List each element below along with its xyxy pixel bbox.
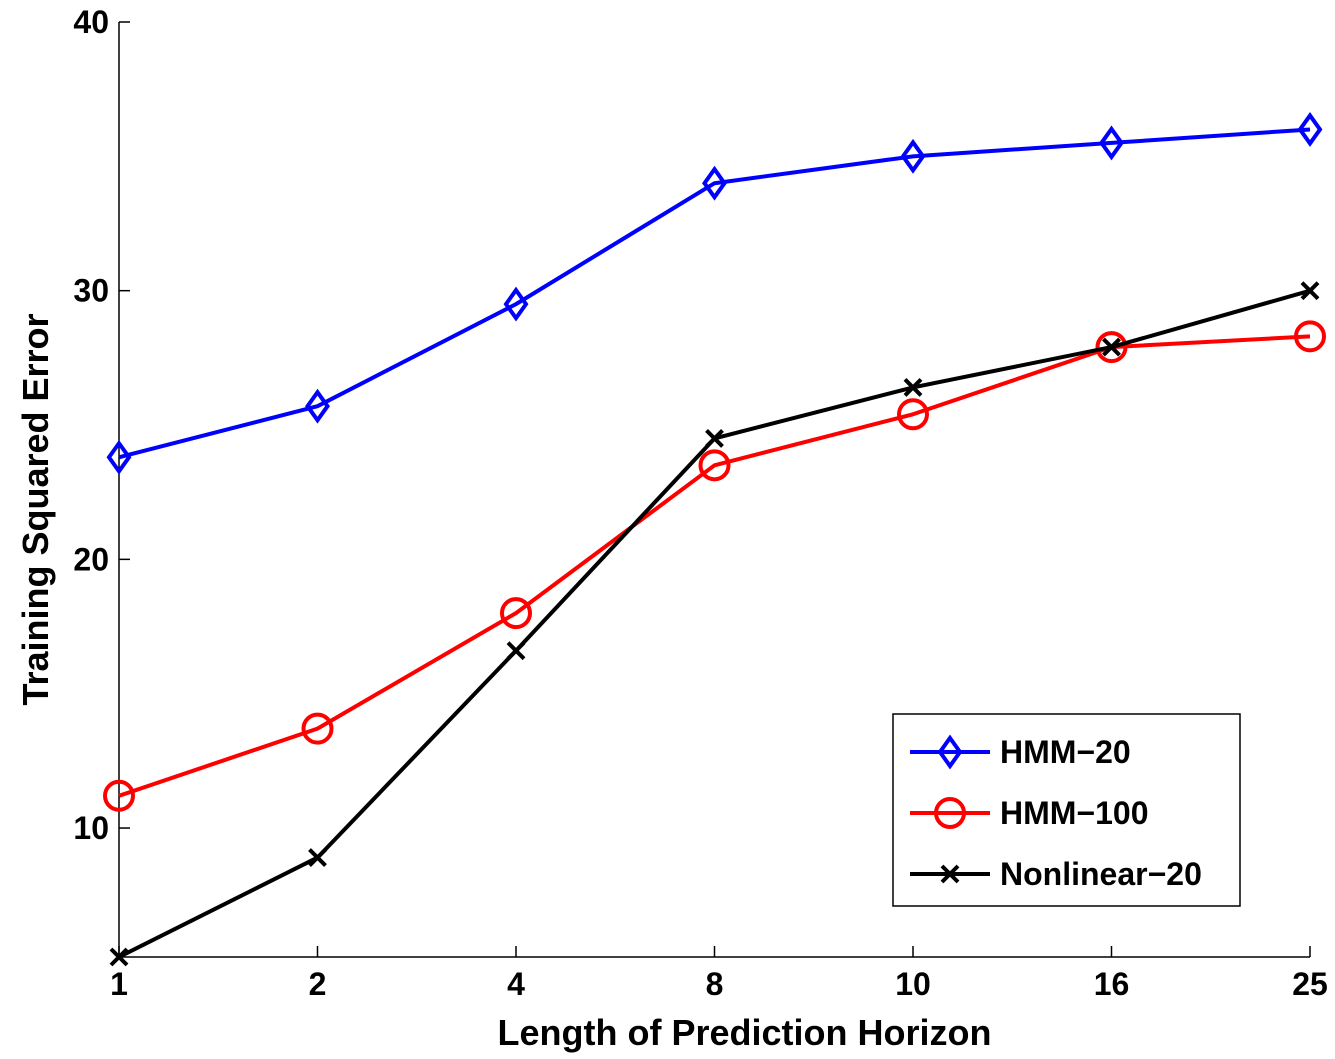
legend: HMM−20 HMM−100 Nonlinear−20	[892, 713, 1241, 907]
series-line	[118, 127, 1311, 460]
legend-entry: HMM−100	[910, 795, 1149, 831]
x-marker-stroke	[506, 641, 526, 661]
data-point	[503, 286, 529, 322]
x-tick-label: 16	[1094, 966, 1130, 1002]
series-layer	[103, 112, 1326, 967]
series-0	[106, 112, 1323, 475]
x-marker-stroke	[308, 848, 327, 868]
x-tick-label: 4	[507, 966, 525, 1002]
x-tick-label: 25	[1292, 966, 1328, 1002]
legend-label: Nonlinear−20	[1000, 856, 1202, 892]
x-marker-stroke	[109, 947, 129, 967]
axes: 1 2 4 8 10 16 25 10 20 30 40	[73, 4, 1327, 1002]
data-point	[1099, 125, 1124, 161]
data-point	[301, 712, 334, 745]
x-marker-stroke	[940, 864, 960, 884]
data-point	[702, 165, 727, 201]
data-point	[109, 947, 129, 967]
data-point	[308, 848, 327, 868]
x-marker-stroke	[1300, 281, 1320, 301]
x-tick-label: 2	[309, 966, 327, 1002]
y-axis-title: Training Squared Error	[15, 313, 56, 705]
data-point	[903, 377, 923, 397]
data-point	[1297, 112, 1323, 147]
data-point	[500, 597, 532, 630]
data-point	[1095, 331, 1128, 364]
y-tick-label: 40	[73, 4, 109, 40]
data-point	[1102, 337, 1121, 357]
data-point	[506, 641, 526, 661]
legend-swatch-marker	[937, 734, 963, 770]
y-tick-label: 10	[73, 810, 109, 846]
legend-label: HMM−20	[1000, 734, 1131, 770]
data-point	[900, 138, 926, 174]
data-point	[103, 779, 135, 812]
legend-label: HMM−100	[1000, 795, 1149, 831]
data-point	[1294, 320, 1326, 353]
x-axis-title: Length of Prediction Horizon	[498, 1012, 992, 1053]
y-tick-label: 30	[73, 273, 109, 309]
data-point	[1300, 281, 1320, 301]
x-tick-label: 8	[706, 966, 724, 1002]
x-marker-stroke	[705, 429, 724, 448]
y-tick-label: 20	[73, 541, 109, 577]
x-marker-stroke	[1102, 337, 1121, 357]
legend-swatch-marker	[934, 797, 966, 829]
data-point	[698, 449, 731, 482]
legend-entry: Nonlinear−20	[910, 856, 1202, 892]
legend-swatch-marker	[940, 864, 960, 884]
x-marker-stroke	[903, 377, 923, 397]
x-tick-label: 1	[110, 966, 128, 1002]
data-point	[897, 398, 929, 431]
data-point	[106, 439, 132, 475]
series-2	[109, 281, 1320, 967]
data-point	[705, 429, 724, 448]
legend-entry: HMM−20	[910, 734, 1131, 770]
data-point	[305, 388, 330, 424]
x-tick-label: 10	[895, 966, 931, 1002]
